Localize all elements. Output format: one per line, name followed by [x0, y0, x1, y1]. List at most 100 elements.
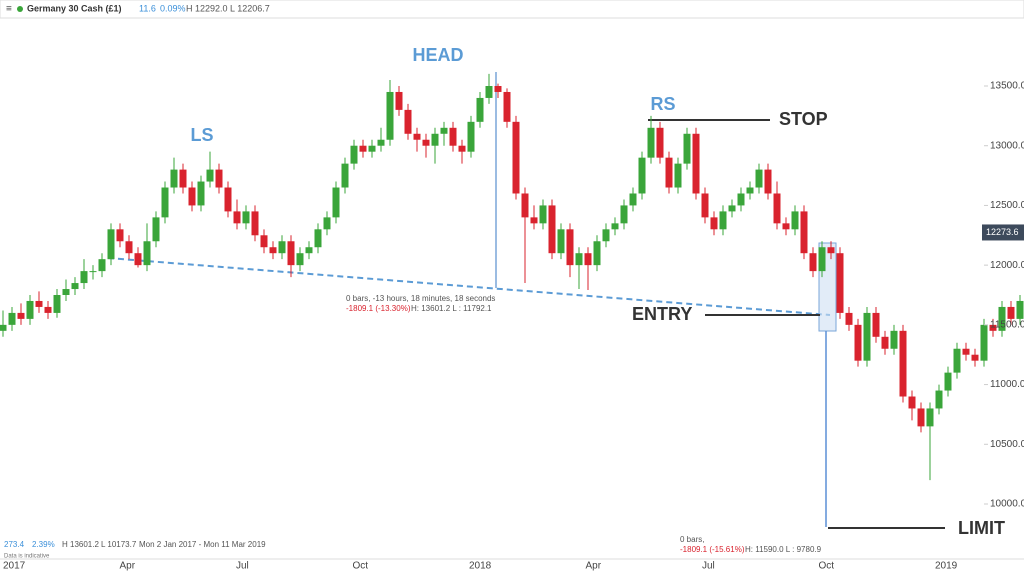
ls-label: LS	[190, 125, 213, 145]
change: 11.6	[139, 3, 156, 13]
y-tick-label: 13500.0	[990, 81, 1024, 92]
candle-body	[656, 127, 664, 158]
candle-body	[233, 211, 241, 224]
candle-body	[890, 330, 898, 349]
candle-body	[620, 205, 628, 224]
candle-body	[458, 145, 466, 152]
last-price: 12273.6	[986, 227, 1019, 237]
candle-body	[296, 253, 304, 266]
candle-body	[593, 241, 601, 266]
candle-body	[8, 312, 16, 325]
x-tick-label: Jul	[236, 561, 249, 572]
instrument[interactable]: Germany 30 Cash (£1)	[27, 3, 122, 13]
y-tick-label: 11500.0	[990, 319, 1024, 330]
candle-body	[638, 157, 646, 194]
measure-text: H: 13601.2 L : 11792.1	[411, 304, 492, 313]
candle-body	[962, 348, 970, 355]
candle-body	[818, 247, 826, 272]
candle-body	[440, 127, 448, 134]
candle-body	[881, 336, 889, 349]
candle-body	[404, 109, 412, 134]
candle-body	[836, 253, 844, 313]
x-tick-label: Jul	[702, 561, 715, 572]
candle-body	[854, 324, 862, 361]
measure-text: 0 bars,	[680, 535, 704, 544]
measure-text: H: 11590.0 L : 9780.9	[745, 545, 822, 554]
candle-body	[773, 193, 781, 224]
candle-body	[89, 271, 97, 273]
x-tick-label: 2018	[469, 561, 492, 572]
candle-body	[899, 330, 907, 397]
y-tick-label: 10000.0	[990, 499, 1024, 510]
candle-body	[395, 91, 403, 110]
candle-body	[764, 169, 772, 194]
candle-body	[251, 211, 259, 236]
candle-body	[179, 169, 187, 188]
candle-body	[152, 217, 160, 242]
candle-body	[935, 390, 943, 409]
candle-body	[107, 229, 115, 260]
candle-body	[584, 253, 592, 266]
candle-body	[746, 187, 754, 194]
candle-body	[431, 133, 439, 146]
candle-body	[35, 300, 43, 307]
candle-body	[80, 271, 88, 284]
candle-body	[692, 133, 700, 194]
candle-body	[287, 241, 295, 266]
candle-body	[791, 211, 799, 230]
candle-body	[863, 312, 871, 361]
y-tick-label: 10500.0	[990, 439, 1024, 450]
candle-body	[341, 163, 349, 188]
candle-body	[800, 211, 808, 254]
candle-body	[170, 169, 178, 188]
candle-body	[845, 312, 853, 325]
y-tick-label: 12000.0	[990, 260, 1024, 271]
candle-body	[332, 187, 340, 218]
candle-body	[719, 211, 727, 230]
candle-body	[314, 229, 322, 248]
candle-body	[611, 223, 619, 230]
candle-body	[701, 193, 709, 218]
candle-body	[539, 205, 547, 224]
candle-body	[548, 205, 556, 254]
candle-body	[710, 217, 718, 230]
candle-body	[575, 253, 583, 266]
candle-body	[125, 241, 133, 254]
rs-label: RS	[650, 94, 675, 114]
candle-body	[485, 86, 493, 98]
candle-body	[323, 217, 331, 230]
candle-body	[917, 408, 925, 427]
candle-body	[971, 354, 979, 361]
entry-label: ENTRY	[632, 304, 692, 324]
candle-body	[476, 97, 484, 122]
candle-body	[953, 348, 961, 373]
menu-icon[interactable]: ≡	[6, 4, 12, 15]
neckline	[107, 257, 831, 316]
candle-body	[521, 193, 529, 218]
footer-period: Mon 2 Jan 2017 - Mon 11 Mar 2019	[139, 540, 266, 549]
candle-body	[1007, 306, 1015, 319]
measure-text: -1809.1 (-13.30%)	[346, 304, 411, 313]
candle-body	[728, 205, 736, 212]
x-tick-label: 2019	[935, 561, 958, 572]
candle-body	[161, 187, 169, 218]
candle-body	[98, 259, 106, 272]
candle-body	[386, 91, 394, 140]
candle-body	[143, 241, 151, 266]
y-tick-label: 12500.0	[990, 200, 1024, 211]
candle-body	[449, 127, 457, 146]
x-tick-label: 2017	[3, 561, 26, 572]
head-label: HEAD	[412, 45, 463, 65]
change-pct: 0.09%	[160, 3, 186, 13]
footer-note: Data is indicative	[4, 554, 50, 560]
candle-body	[755, 169, 763, 188]
candle-body	[224, 187, 232, 212]
candle-body	[989, 324, 997, 331]
candle-body	[278, 241, 286, 254]
candle-body	[350, 145, 358, 164]
candle-body	[44, 306, 52, 313]
header-bar	[0, 0, 1024, 19]
candle-body	[647, 127, 655, 158]
candle-body	[926, 408, 934, 427]
